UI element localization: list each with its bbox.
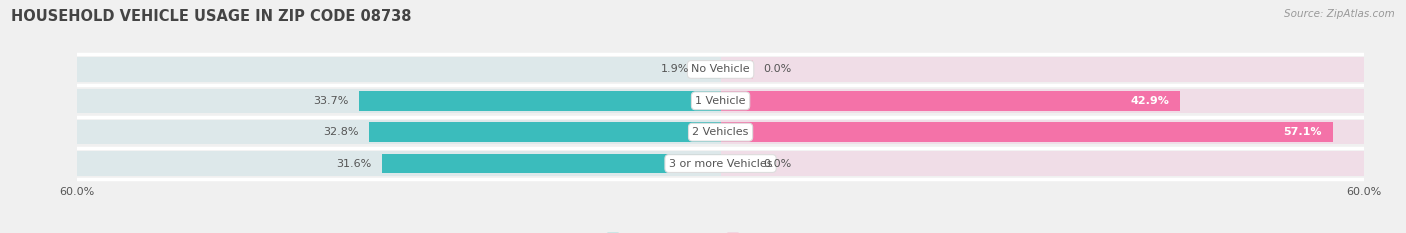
Bar [368, 123, 721, 142]
Bar [721, 91, 1181, 110]
Text: No Vehicle: No Vehicle [692, 65, 749, 75]
Text: 31.6%: 31.6% [336, 158, 371, 168]
Bar [721, 154, 752, 173]
Text: Source: ZipAtlas.com: Source: ZipAtlas.com [1284, 9, 1395, 19]
Bar [77, 120, 721, 144]
Bar [77, 57, 721, 82]
Text: 32.8%: 32.8% [323, 127, 359, 137]
Bar [721, 123, 1333, 142]
Bar [382, 154, 721, 173]
Legend: Owner-occupied, Renter-occupied: Owner-occupied, Renter-occupied [602, 229, 839, 233]
Bar [360, 91, 721, 110]
Text: 3 or more Vehicles: 3 or more Vehicles [669, 158, 772, 168]
Bar [721, 60, 752, 79]
Text: 42.9%: 42.9% [1130, 96, 1170, 106]
Bar [700, 60, 721, 79]
Bar [77, 89, 721, 113]
Text: 2 Vehicles: 2 Vehicles [692, 127, 749, 137]
Bar [77, 151, 721, 176]
Bar [721, 89, 1364, 113]
Text: 0.0%: 0.0% [763, 65, 792, 75]
Bar [721, 57, 1364, 82]
Bar [721, 120, 1364, 144]
Text: 57.1%: 57.1% [1284, 127, 1322, 137]
Text: 1.9%: 1.9% [661, 65, 689, 75]
Text: 33.7%: 33.7% [314, 96, 349, 106]
Text: HOUSEHOLD VEHICLE USAGE IN ZIP CODE 08738: HOUSEHOLD VEHICLE USAGE IN ZIP CODE 0873… [11, 9, 412, 24]
Bar [721, 151, 1364, 176]
Text: 0.0%: 0.0% [763, 158, 792, 168]
Text: 1 Vehicle: 1 Vehicle [696, 96, 745, 106]
